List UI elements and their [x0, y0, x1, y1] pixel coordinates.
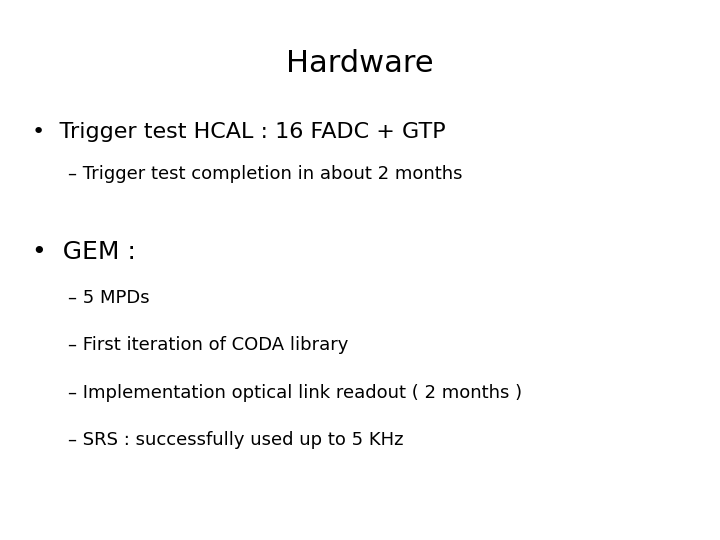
Text: •  GEM :: • GEM :	[32, 240, 136, 264]
Text: – SRS : successfully used up to 5 KHz: – SRS : successfully used up to 5 KHz	[68, 431, 404, 449]
Text: •  Trigger test HCAL : 16 FADC + GTP: • Trigger test HCAL : 16 FADC + GTP	[32, 122, 446, 141]
Text: – Implementation optical link readout ( 2 months ): – Implementation optical link readout ( …	[68, 384, 523, 402]
Text: – 5 MPDs: – 5 MPDs	[68, 289, 150, 307]
Text: – First iteration of CODA library: – First iteration of CODA library	[68, 336, 348, 354]
Text: Hardware: Hardware	[286, 49, 434, 78]
Text: – Trigger test completion in about 2 months: – Trigger test completion in about 2 mon…	[68, 165, 463, 183]
